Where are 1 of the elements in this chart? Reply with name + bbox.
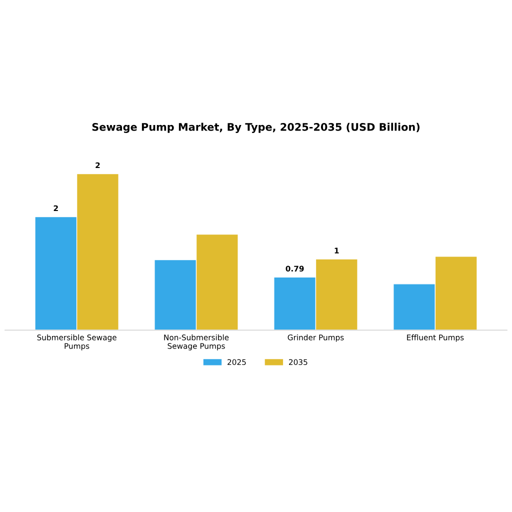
chart-title: Sewage Pump Market, By Type, 2025-2035 (USD Billion) [92, 122, 420, 133]
